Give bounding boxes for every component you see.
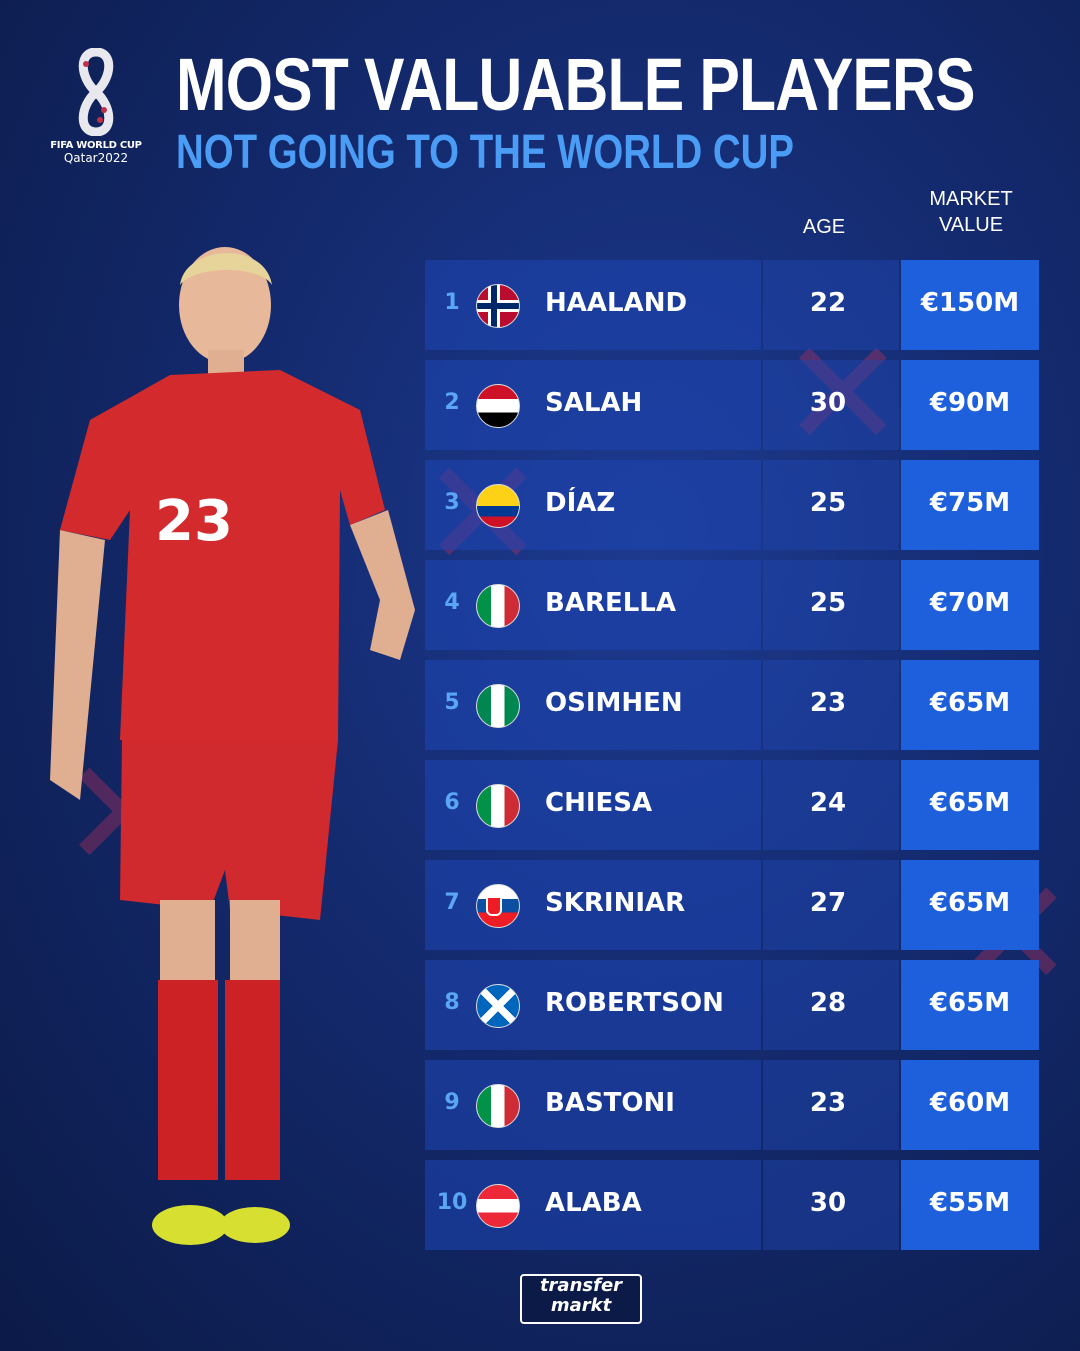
player-name: SALAH <box>545 388 643 418</box>
age-cell <box>763 660 899 750</box>
rank-number: 7 <box>444 890 460 915</box>
value-cell <box>901 1160 1039 1250</box>
player-age: 24 <box>809 788 847 818</box>
value-cell <box>901 860 1039 950</box>
market-value: €70M <box>929 588 1011 618</box>
market-value: €65M <box>929 688 1011 718</box>
age-cell <box>763 1060 899 1150</box>
value-cell <box>901 460 1039 550</box>
rank-number: 6 <box>444 790 460 815</box>
age-cell <box>763 560 899 650</box>
player-name: HAALAND <box>545 288 688 318</box>
market-value: €60M <box>929 1088 1011 1118</box>
player-name: DÍAZ <box>545 488 616 518</box>
austria-flag-icon <box>476 1184 520 1228</box>
column-header-line: MARKET <box>929 188 1013 210</box>
italy-flag-icon <box>476 784 520 828</box>
table-row: 7 SKRINIAR 27 €65M <box>425 860 1039 950</box>
value-cell <box>901 560 1039 650</box>
player-age: 23 <box>809 1088 847 1118</box>
value-cell <box>901 660 1039 750</box>
rank-number: 8 <box>444 990 460 1015</box>
x-decoration: ✕ <box>780 308 906 482</box>
market-value: €75M <box>929 488 1011 518</box>
table-row: 10 ALABA 30 €55M <box>425 1160 1039 1250</box>
age-cell <box>763 860 899 950</box>
nigeria-flag-icon <box>476 684 520 728</box>
player-age: 28 <box>809 988 847 1018</box>
market-value: €65M <box>929 988 1011 1018</box>
value-cell <box>901 360 1039 450</box>
value-cell <box>901 760 1039 850</box>
rank-number: 4 <box>444 590 460 615</box>
column-header-line: VALUE <box>938 214 1004 236</box>
market-value: €65M <box>929 888 1011 918</box>
age-cell <box>763 1160 899 1250</box>
logo-text: markt <box>550 1295 612 1316</box>
player-name: CHIESA <box>545 788 653 818</box>
market-value: €150M <box>920 288 1020 318</box>
player-age: 25 <box>809 488 847 518</box>
age-cell <box>763 460 899 550</box>
italy-flag-icon <box>476 584 520 628</box>
age-cell <box>763 260 899 350</box>
transfermarkt-logo: transfer markt <box>520 1274 642 1324</box>
age-cell <box>763 760 899 850</box>
player-age: 23 <box>809 688 847 718</box>
market-value: €65M <box>929 788 1011 818</box>
value-cell <box>901 960 1039 1050</box>
table-row: 6 CHIESA 24 €65M <box>425 760 1039 850</box>
player-age: 27 <box>809 888 847 918</box>
rank-number: 9 <box>444 1090 460 1115</box>
player-age: 30 <box>809 1188 847 1218</box>
age-cell <box>763 960 899 1050</box>
logo-subtext: Qatar2022 <box>63 151 129 165</box>
player-name: BASTONI <box>545 1088 675 1118</box>
column-header-market-value: MARKET VALUE <box>901 186 1041 238</box>
world-cup-logo: FIFA WORLD CUP Qatar2022 <box>46 48 146 165</box>
rank-number: 10 <box>436 1190 468 1215</box>
egypt-flag-icon <box>476 384 520 428</box>
market-value: €90M <box>929 388 1011 418</box>
logo-text: transfer <box>539 1275 623 1296</box>
norway-flag-icon <box>476 284 520 328</box>
table-row: 5 OSIMHEN 23 €65M <box>425 660 1039 750</box>
table-row: 8 ROBERTSON 28 €65M <box>425 960 1039 1050</box>
rank-number: 3 <box>444 490 460 515</box>
page-title: MOST VALUABLE PLAYERS <box>176 43 975 126</box>
rank-number: 1 <box>444 290 460 315</box>
rank-number: 2 <box>444 390 460 415</box>
player-name: SKRINIAR <box>545 888 686 918</box>
table-row: 9 BASTONI 23 €60M <box>425 1060 1039 1150</box>
page-subtitle: NOT GOING TO THE WORLD CUP <box>176 126 794 179</box>
world-cup-trophy-icon <box>78 48 114 136</box>
table-row: 1 HAALAND 22 €150M <box>425 260 1039 350</box>
table-row: 2 SALAH 30 €90M <box>425 360 1039 450</box>
market-value: €55M <box>929 1188 1011 1218</box>
slovakia-flag-icon <box>476 884 520 928</box>
shirt-number: 23 <box>155 489 233 554</box>
player-age: 30 <box>809 388 847 418</box>
table-row: 4 BARELLA 25 €70M <box>425 560 1039 650</box>
scotland-flag-icon <box>476 984 520 1028</box>
rank-number: 5 <box>444 690 460 715</box>
player-age: 22 <box>809 288 847 318</box>
italy-flag-icon <box>476 1084 520 1128</box>
player-name: ROBERTSON <box>545 988 724 1018</box>
colombia-flag-icon <box>476 484 520 528</box>
player-name: OSIMHEN <box>545 688 683 718</box>
player-age: 25 <box>809 588 847 618</box>
player-name: BARELLA <box>545 588 676 618</box>
player-name: ALABA <box>545 1188 642 1218</box>
age-cell <box>763 360 899 450</box>
table-row: 3 DÍAZ 25 €75M <box>425 460 1039 550</box>
value-cell <box>901 1060 1039 1150</box>
value-cell <box>901 260 1039 350</box>
player-photo: 23 <box>50 247 415 1245</box>
logo-text: FIFA WORLD CUP <box>50 140 142 151</box>
column-header-age: AGE <box>802 216 846 238</box>
